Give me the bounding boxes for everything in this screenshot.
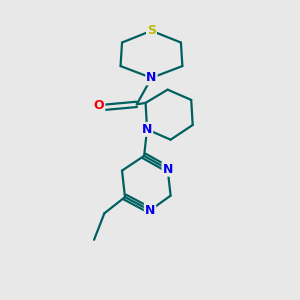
Text: O: O	[94, 99, 104, 112]
Text: N: N	[163, 163, 173, 176]
Text: N: N	[146, 71, 157, 84]
Text: S: S	[147, 24, 156, 37]
Text: N: N	[142, 123, 152, 136]
Text: N: N	[145, 204, 155, 217]
